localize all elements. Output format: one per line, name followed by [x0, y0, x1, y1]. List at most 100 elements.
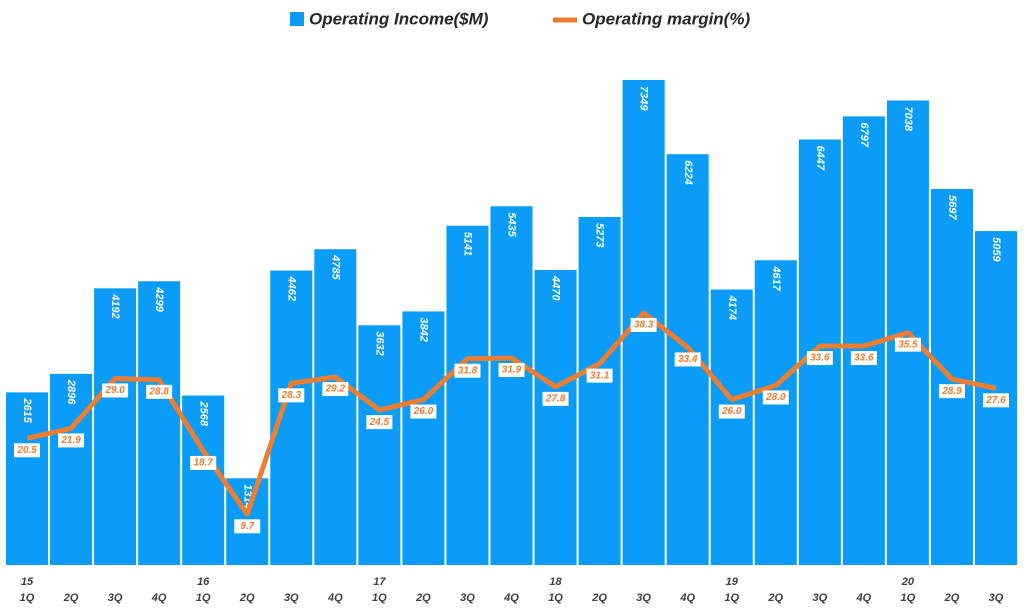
bar	[94, 288, 137, 565]
bar	[6, 392, 49, 565]
legend-label: Operating margin(%)	[582, 9, 750, 28]
bar-value-label: 5273	[594, 223, 606, 247]
bar	[138, 281, 181, 565]
line-value-label: 31.1	[590, 370, 610, 381]
bar	[358, 325, 401, 565]
x-tick-label: 4Q	[679, 592, 695, 604]
line-label-box	[586, 368, 613, 383]
line-value-label: 38.3	[634, 320, 654, 331]
x-tick-label: 4Q	[327, 592, 343, 604]
line-value-label: 9.7	[240, 521, 254, 532]
line-value-label: 29.2	[325, 384, 346, 395]
bar-value-label: 4785	[329, 254, 341, 280]
bar-value-label: 2615	[21, 397, 33, 423]
bar-value-label: 5697	[946, 195, 958, 220]
x-tick-label: 1Q	[20, 592, 35, 604]
legend-swatch-bars	[290, 12, 304, 26]
line-label-box	[454, 363, 481, 378]
bar-value-label: 6447	[814, 145, 826, 170]
line-label-box	[410, 404, 437, 419]
x-tick-label: 2Q	[239, 592, 255, 604]
bar-value-label: 6797	[858, 122, 870, 147]
line-value-label: 27.6	[985, 395, 1006, 406]
bar	[402, 311, 445, 565]
x-tick-label: 4Q	[151, 592, 167, 604]
line-label-box	[674, 352, 701, 367]
bar-value-label: 7038	[902, 106, 914, 131]
line-label-box	[234, 519, 261, 534]
x-year-label: 20	[901, 576, 915, 588]
x-year-label: 19	[726, 576, 739, 588]
line-value-label: 28.8	[148, 386, 169, 397]
bar-value-label: 4617	[770, 265, 782, 291]
bar-value-label: 6224	[682, 160, 694, 184]
line-value-label: 27.8	[545, 394, 566, 405]
x-tick-label: 3Q	[636, 592, 651, 604]
x-tick-label: 2Q	[767, 592, 783, 604]
bar	[710, 289, 753, 565]
line-value-label: 24.5	[369, 417, 390, 428]
bar-value-label: 4462	[285, 276, 297, 301]
line	[26, 310, 997, 517]
line-value-label: 35.5	[898, 339, 918, 350]
x-year-label: 17	[373, 576, 386, 588]
line-value-label: 18.7	[193, 458, 213, 469]
x-tick-label: 3Q	[989, 592, 1004, 604]
x-year-label: 16	[197, 576, 210, 588]
x-tick-label: 1Q	[372, 592, 387, 604]
x-tick-label: 2Q	[591, 592, 607, 604]
x-tick-label: 3Q	[108, 592, 123, 604]
bar	[446, 225, 489, 565]
line-label-box	[190, 455, 217, 470]
x-year-label: 15	[21, 576, 34, 588]
line-label-box	[982, 393, 1009, 408]
bar-value-label: 7349	[638, 86, 650, 111]
line-label-box	[278, 388, 305, 403]
bar	[578, 216, 621, 565]
bar-value-label: 2896	[65, 379, 77, 405]
x-tick-label: 1Q	[901, 592, 916, 604]
line-label-box	[542, 391, 569, 406]
line-label-box	[938, 384, 965, 399]
bar-value-label: 2568	[197, 401, 209, 427]
bar	[534, 269, 577, 565]
line-value-label: 31.9	[502, 365, 522, 376]
bar-value-label: 4299	[153, 286, 165, 312]
x-tick-label: 3Q	[812, 592, 827, 604]
line-value-label: 28.3	[281, 390, 302, 401]
x-year-label: 18	[549, 576, 562, 588]
line-label-box	[718, 404, 745, 419]
bar	[314, 249, 357, 565]
line-label-box	[630, 317, 657, 332]
bar-value-label: 5141	[462, 232, 474, 256]
line-value-label: 31.8	[458, 365, 478, 376]
line-value-label: 21.9	[60, 435, 81, 446]
line-label-box	[322, 382, 349, 397]
bar	[754, 260, 797, 565]
line-value-label: 28.0	[765, 392, 786, 403]
line-value-label: 33.6	[810, 353, 830, 364]
x-tick-label: 3Q	[284, 592, 299, 604]
line-label-box	[102, 383, 129, 398]
line-value-label: 29.0	[104, 385, 125, 396]
bar	[270, 270, 313, 565]
bar	[490, 206, 533, 566]
x-tick-label: 1Q	[724, 592, 739, 604]
line-label-box	[498, 363, 525, 378]
bar-value-label: 4470	[550, 275, 562, 301]
x-tick-label: 2Q	[63, 592, 79, 604]
line-value-label: 33.4	[678, 354, 698, 365]
x-tick-label: 1Q	[196, 592, 211, 604]
line-label-box	[762, 390, 789, 405]
line-value-label: 26.0	[413, 406, 434, 417]
bar-value-label: 3842	[418, 317, 430, 341]
line-value-label: 28.9	[941, 386, 962, 397]
bar	[50, 373, 93, 565]
bar-value-label: 3632	[373, 331, 385, 355]
bar-value-label: 4192	[109, 293, 121, 318]
line-value-label: 26.0	[721, 406, 742, 417]
x-tick-label: 3Q	[460, 592, 475, 604]
line-label-box	[58, 433, 85, 448]
